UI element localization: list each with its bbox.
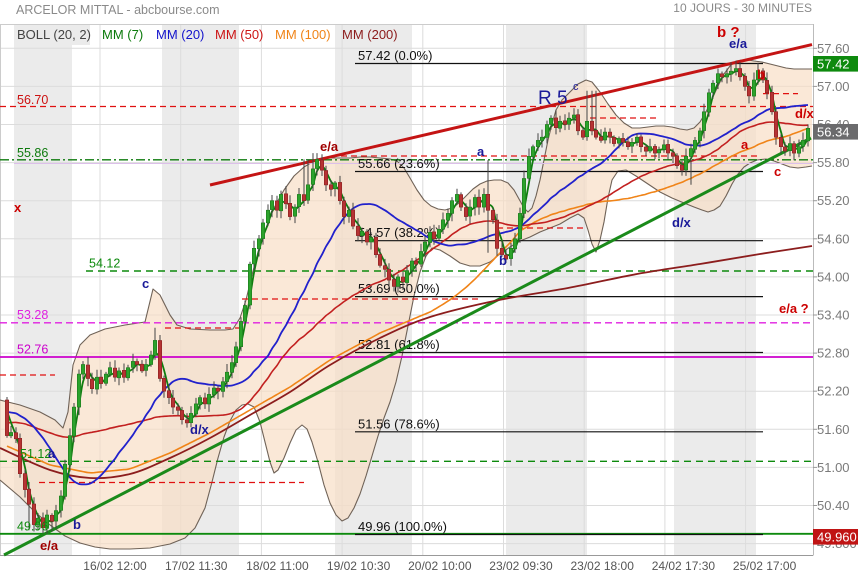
svg-text:x: x — [14, 200, 22, 215]
svg-text:53.28: 53.28 — [17, 308, 48, 322]
svg-text:49.960: 49.960 — [817, 530, 857, 545]
svg-text:55.86: 55.86 — [17, 146, 48, 160]
svg-text:c: c — [142, 276, 149, 291]
svg-text:MM (50): MM (50) — [215, 27, 263, 42]
svg-text:49.96: 49.96 — [17, 520, 48, 534]
svg-text:51.60: 51.60 — [817, 422, 850, 437]
svg-text:55.80: 55.80 — [817, 155, 850, 170]
svg-text:a: a — [48, 446, 56, 461]
svg-text:d/x: d/x — [672, 215, 692, 230]
svg-text:MM (100): MM (100) — [275, 27, 331, 42]
svg-text:c: c — [573, 81, 579, 93]
svg-text:52.80: 52.80 — [817, 346, 850, 361]
svg-text:52.76: 52.76 — [17, 343, 48, 357]
svg-text:56.34: 56.34 — [817, 125, 850, 140]
svg-text:MM (7): MM (7) — [102, 27, 143, 42]
svg-text:MM (20): MM (20) — [156, 27, 204, 42]
svg-text:MM (200): MM (200) — [342, 27, 398, 42]
svg-text:23/02 18:00: 23/02 18:00 — [570, 559, 634, 573]
svg-text:50.40: 50.40 — [817, 498, 850, 513]
svg-text:54.57 (38.2%): 54.57 (38.2%) — [358, 225, 440, 240]
svg-text:53.40: 53.40 — [817, 308, 850, 323]
svg-text:25/02 17:00: 25/02 17:00 — [733, 559, 797, 573]
svg-text:54.00: 54.00 — [817, 269, 850, 284]
svg-text:17/02 11:30: 17/02 11:30 — [165, 559, 228, 573]
svg-text:55.66 (23.6%): 55.66 (23.6%) — [358, 156, 440, 171]
svg-text:23/02 09:30: 23/02 09:30 — [489, 559, 553, 573]
svg-text:b: b — [757, 67, 765, 82]
svg-text:54.60: 54.60 — [817, 231, 850, 246]
svg-text:d/x: d/x — [190, 422, 210, 437]
svg-text:24/02 17:30: 24/02 17:30 — [652, 559, 716, 573]
svg-text:57.60: 57.60 — [817, 41, 850, 56]
svg-text:56.70: 56.70 — [17, 93, 48, 107]
svg-text:e/a: e/a — [729, 36, 748, 51]
svg-text:49.96 (100.0%): 49.96 (100.0%) — [358, 519, 447, 534]
svg-text:20/02 10:00: 20/02 10:00 — [408, 559, 472, 573]
svg-text:57.42 (0.0%): 57.42 (0.0%) — [358, 48, 432, 63]
svg-text:18/02 11:00: 18/02 11:00 — [246, 559, 309, 573]
svg-text:e/a: e/a — [40, 538, 59, 553]
svg-text:a: a — [741, 137, 749, 152]
svg-text:57.00: 57.00 — [817, 79, 850, 94]
svg-text:51.00: 51.00 — [817, 460, 850, 475]
svg-text:R 5: R 5 — [538, 88, 568, 109]
svg-text:c: c — [774, 164, 781, 179]
svg-text:19/02 10:30: 19/02 10:30 — [327, 559, 391, 573]
svg-text:b: b — [499, 253, 507, 268]
svg-text:e/a: e/a — [320, 139, 339, 154]
svg-text:b ?: b ? — [717, 24, 740, 41]
svg-text:54.12: 54.12 — [89, 257, 120, 271]
svg-text:57.42: 57.42 — [817, 57, 850, 72]
svg-text:a: a — [477, 144, 485, 159]
svg-text:d/x: d/x — [795, 106, 815, 121]
svg-text:51.56 (78.6%): 51.56 (78.6%) — [358, 416, 440, 431]
svg-text:BOLL (20, 2): BOLL (20, 2) — [17, 27, 91, 42]
svg-text:55.20: 55.20 — [817, 193, 850, 208]
svg-text:52.20: 52.20 — [817, 384, 850, 399]
svg-text:51.12: 51.12 — [20, 447, 51, 461]
svg-text:b: b — [73, 517, 81, 532]
svg-text:e/a ?: e/a ? — [779, 301, 809, 316]
svg-text:10 JOURS - 30 MINUTES: 10 JOURS - 30 MINUTES — [673, 1, 812, 15]
svg-text:ARCELOR MITTAL - abcbourse.com: ARCELOR MITTAL - abcbourse.com — [16, 3, 220, 17]
svg-text:16/02 12:00: 16/02 12:00 — [83, 559, 147, 573]
svg-text:53.69 (50.0%): 53.69 (50.0%) — [358, 281, 440, 296]
